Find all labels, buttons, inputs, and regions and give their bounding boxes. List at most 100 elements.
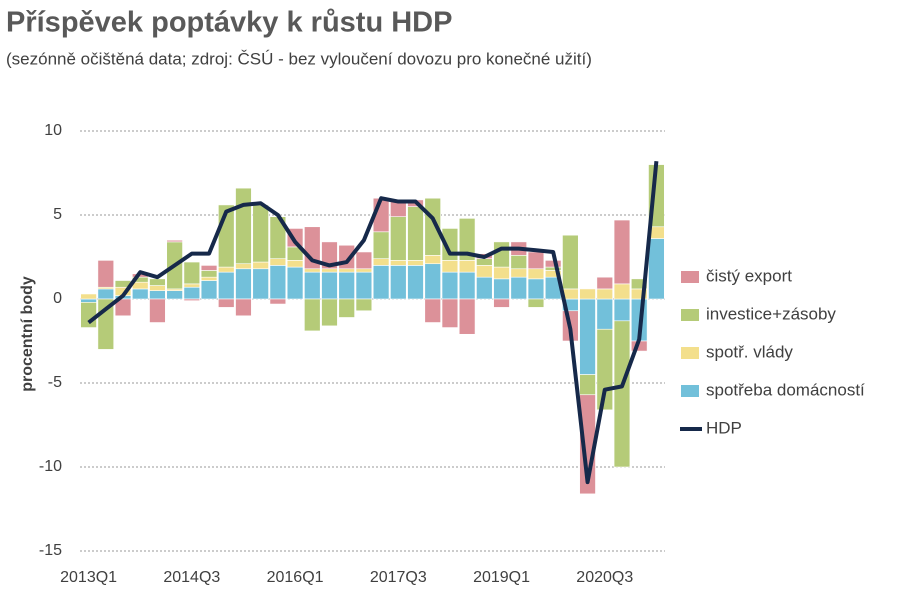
bar-segment (183, 286, 201, 300)
bar-segment (476, 265, 493, 278)
bar-segment (97, 260, 115, 288)
bar-segment (493, 266, 510, 280)
bar-segment (510, 268, 527, 278)
bar-segment (407, 265, 424, 300)
bar-segment (596, 298, 613, 330)
bar-segment (527, 298, 545, 308)
bar-segment (493, 298, 510, 308)
bar-segment (390, 260, 407, 266)
bar-segment (304, 298, 321, 332)
bar-segment (338, 271, 355, 300)
bar-segment (269, 298, 287, 305)
bar-segment (149, 285, 166, 291)
bar-segment (476, 276, 493, 300)
bar-segment (355, 251, 373, 270)
bar-segment (338, 298, 355, 318)
bar-segment (648, 238, 665, 300)
bar-segment (321, 271, 338, 300)
bar-segment (235, 268, 252, 300)
legend-label: čistý export (706, 266, 792, 285)
y-tick-label: -10 (39, 458, 62, 475)
bar-segment (97, 288, 115, 300)
bar-segment (304, 271, 321, 300)
bar-segment (80, 293, 97, 300)
bar-segment (579, 298, 596, 375)
bar-segment (321, 268, 338, 273)
bar-segment (510, 255, 527, 270)
bar-segment (355, 268, 373, 273)
x-tick-label: 2019Q1 (473, 569, 530, 586)
bar-segment (321, 298, 338, 327)
bar-segment (149, 278, 166, 286)
bar-segment (458, 218, 476, 261)
bar-segment (286, 260, 304, 268)
bar-segment (252, 268, 269, 300)
bar-segment (458, 271, 476, 300)
bar-segment (355, 271, 373, 300)
bar-segment (390, 216, 407, 261)
bar-segment (613, 283, 631, 300)
bar-segment (441, 271, 459, 300)
x-tick-label: 2017Q3 (370, 569, 427, 586)
bar-segment (338, 268, 355, 273)
bar-segment (149, 290, 166, 300)
bar-segment (183, 298, 201, 301)
bar-segment (372, 231, 390, 259)
bar-segment (544, 260, 562, 268)
bar-segment (424, 255, 441, 265)
bar-segment (269, 265, 287, 300)
x-tick-label: 2014Q3 (163, 569, 220, 586)
x-tick-label: 2016Q1 (267, 569, 324, 586)
legend-label: investice+zásoby (706, 304, 836, 323)
bar-segment (510, 276, 527, 300)
x-tick-label: 2020Q3 (576, 569, 633, 586)
bar-segment (613, 298, 631, 322)
bar-segment (596, 276, 613, 290)
bar-segment (596, 288, 613, 300)
bar-segment (235, 298, 252, 317)
bar-segment (579, 288, 596, 300)
bar-segment (80, 298, 97, 303)
y-tick-label: 10 (44, 122, 62, 139)
legend-swatch (681, 385, 699, 397)
bar-segment (613, 219, 631, 285)
bar-segment (424, 298, 441, 323)
bar-segment (493, 278, 510, 300)
legend-swatch (681, 309, 699, 321)
bar-segment (390, 265, 407, 300)
legend-label: spotřeba domácností (706, 380, 865, 399)
bar-segment (235, 187, 252, 265)
bar-segment (458, 260, 476, 273)
bar-segment (235, 263, 252, 270)
legend-swatch (681, 347, 699, 359)
bar-segment (132, 288, 149, 300)
bar-segment (183, 261, 201, 285)
bar-segment (579, 374, 596, 396)
y-tick-label: -5 (48, 374, 62, 391)
bar-segment (166, 290, 183, 300)
bar-segment (218, 271, 235, 300)
bar-segment (613, 320, 631, 468)
bar-segment (166, 239, 183, 243)
bar-segment (321, 241, 338, 270)
legend-swatch (681, 271, 699, 283)
bar-segment (200, 270, 218, 278)
bar-segment (218, 298, 235, 308)
bar-segment (476, 258, 493, 266)
bar-segment (286, 266, 304, 300)
bar-segment (80, 302, 97, 328)
y-axis-label: procentní body (19, 276, 36, 392)
bar-segment (424, 263, 441, 300)
bar-segment (372, 265, 390, 300)
bar-segment (149, 298, 166, 323)
legend-label: HDP (706, 418, 742, 437)
bar-segment (269, 258, 287, 266)
bar-segment (114, 298, 132, 317)
bar-segment (407, 206, 424, 261)
y-tick-label: 0 (53, 290, 62, 307)
bar-segment (407, 260, 424, 266)
bar-segment (252, 204, 269, 263)
bar-segment (252, 261, 269, 270)
y-tick-label: -15 (39, 542, 62, 559)
